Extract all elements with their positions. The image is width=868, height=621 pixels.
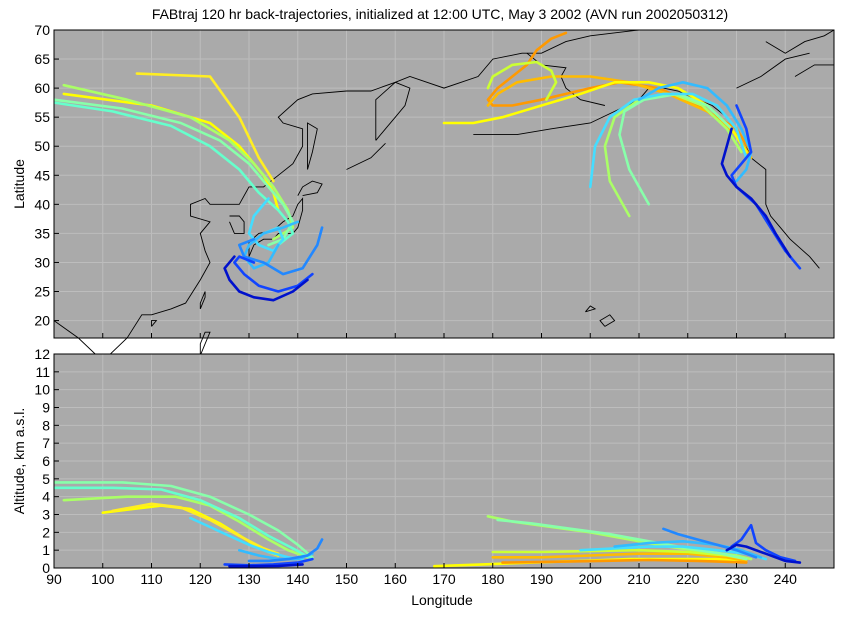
coastline [229, 215, 245, 234]
x-tick-label: 180 [481, 571, 505, 587]
x-tick-label: 150 [335, 571, 359, 587]
coastline [794, 64, 834, 77]
longitude-axis-label: Longitude [411, 592, 473, 608]
latitude-axis-label: Latitude [11, 159, 27, 209]
trajectory-line [54, 486, 314, 561]
y-tick-label: 7 [42, 435, 50, 451]
y-tick-label: 30 [34, 254, 50, 270]
y-tick-label: 11 [35, 364, 50, 380]
coastline [53, 29, 640, 362]
x-tick-label: 130 [237, 571, 261, 587]
x-tick-label: 140 [286, 571, 310, 587]
trajectory-line [189, 516, 304, 561]
coastline [585, 305, 597, 313]
x-tick-label: 210 [627, 571, 651, 587]
trajectory-line [111, 502, 280, 556]
x-tick-label: 110 [140, 571, 163, 587]
trajectories [54, 31, 802, 302]
coastline [199, 291, 206, 310]
y-tick-label: 12 [34, 346, 50, 362]
y-tick-label: 1 [42, 542, 50, 558]
y-tick-label: 70 [34, 22, 50, 38]
trajectory-line [486, 60, 558, 101]
coastline [151, 320, 158, 327]
chart-title: FABtraj 120 hr back-trajectories, initia… [152, 6, 728, 22]
y-tick-label: 55 [34, 109, 50, 125]
trajectory-line [62, 495, 309, 559]
trajectory-line [613, 539, 763, 559]
coastline [736, 52, 810, 89]
x-tick-label: 160 [384, 571, 408, 587]
trajectory-line [725, 543, 802, 564]
coastline [599, 314, 616, 327]
trajectory-line [618, 92, 733, 206]
trajectory-line [233, 255, 314, 293]
y-tick-label: 45 [34, 167, 50, 183]
trajectory-line [135, 72, 275, 183]
coastline [375, 81, 411, 141]
trajectory-line [491, 552, 748, 563]
x-tick-label: 220 [676, 571, 700, 587]
trajectories [54, 481, 802, 568]
trajectory-line [54, 481, 314, 559]
y-tick-label: 0 [42, 560, 50, 576]
x-tick-label: 120 [189, 571, 213, 587]
coastline [199, 331, 211, 356]
trajectory-line [62, 83, 295, 241]
y-tick-label: 20 [34, 313, 50, 329]
trajectory-line [238, 226, 324, 276]
trajectory-map-panel: 20 25 30 35 40 45 50 55 60 65 70 [34, 22, 835, 362]
x-tick-label: 230 [725, 571, 749, 587]
trajectory-line [496, 518, 748, 561]
trajectory-line [501, 558, 748, 564]
trajectory-line [247, 538, 324, 563]
trajectory-line [730, 523, 797, 563]
y-tick-label: 3 [42, 507, 50, 523]
coastline [297, 180, 323, 197]
trajectory-line [588, 92, 748, 189]
coastline [765, 29, 835, 54]
trajectory-line [662, 527, 758, 559]
x-tick-label: 190 [530, 571, 554, 587]
x-tick-label: 200 [579, 571, 603, 587]
y-tick-label: 8 [42, 417, 50, 433]
x-tick-label: 100 [91, 571, 115, 587]
y-tick-label: 60 [34, 80, 50, 96]
y-tick-label: 4 [42, 489, 50, 505]
y-tick-label: 10 [34, 382, 50, 398]
y-tick-label: 5 [42, 471, 50, 487]
y-tick-label: 25 [34, 284, 50, 300]
trajectory-line [54, 98, 295, 247]
x-tick-label: 90 [46, 571, 62, 587]
trajectory-line [637, 81, 753, 183]
y-tick-label: 65 [34, 51, 50, 67]
y-tick-label: 50 [34, 138, 50, 154]
altitude-axis-label: Altitude, km a.s.l. [11, 408, 27, 515]
x-tick-label: 170 [432, 571, 456, 587]
y-tick-label: 35 [34, 225, 50, 241]
y-tick-label: 9 [42, 400, 50, 416]
x-tick-label: 240 [774, 571, 798, 587]
y-tick-label: 6 [42, 453, 50, 469]
trajectory-line [228, 563, 304, 568]
y-tick-label: 2 [42, 524, 50, 540]
coastline [307, 122, 318, 170]
y-tick-label: 40 [34, 196, 50, 212]
trajectory-line [720, 127, 792, 258]
trajectory-line [54, 101, 295, 247]
trajectory-line [223, 255, 309, 302]
coastline [346, 142, 386, 170]
